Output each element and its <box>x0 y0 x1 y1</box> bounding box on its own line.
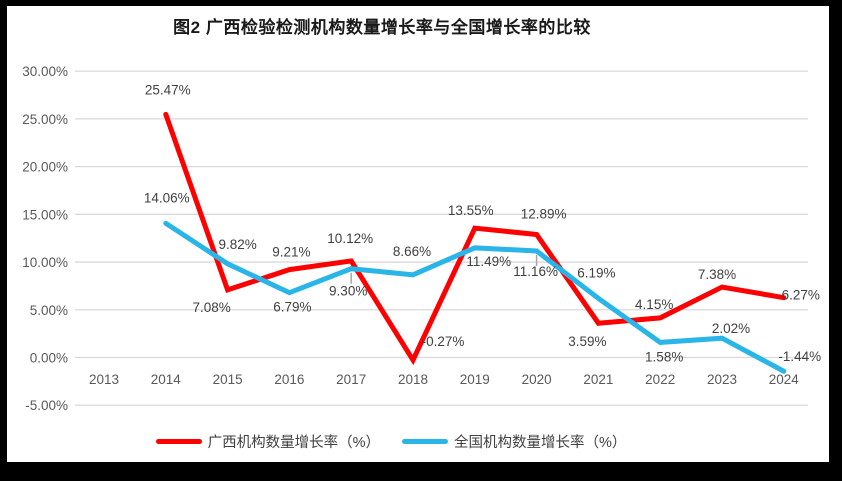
data-label: 10.12% <box>327 231 373 246</box>
x-axis-year-label: 2024 <box>769 372 800 387</box>
data-label: 9.30% <box>329 284 367 299</box>
data-label: 1.58% <box>645 349 683 364</box>
data-label: 4.15% <box>635 297 673 312</box>
x-axis-year-label: 2023 <box>707 372 737 387</box>
x-axis-year-label: 2022 <box>645 372 675 387</box>
red-line-swatch-icon <box>155 439 202 444</box>
y-axis-tick-label: 25.00% <box>22 112 68 127</box>
data-label: 3.59% <box>568 334 606 349</box>
x-axis-year-label: 2014 <box>151 372 182 387</box>
y-axis-tick-label: 15.00% <box>22 207 68 222</box>
x-axis-year-label: 2015 <box>213 372 243 387</box>
data-label: 9.21% <box>272 245 310 260</box>
data-label: 13.55% <box>448 203 494 218</box>
data-label: -1.44% <box>778 349 821 364</box>
legend-label-national: 全国机构数量增长率（%） <box>454 435 627 451</box>
data-label: 25.47% <box>145 82 191 97</box>
data-label: 8.66% <box>393 244 431 259</box>
legend-item-national: 全国机构数量增长率（%） <box>402 431 626 452</box>
chart-title: 图2 广西检验检测机构数量增长率与全国增长率的比较 <box>173 18 591 37</box>
x-axis-year-label: 2021 <box>583 372 613 387</box>
x-axis-year-label: 2020 <box>522 372 552 387</box>
legend-label-guangxi: 广西机构数量增长率（%） <box>207 435 380 451</box>
series-line-national <box>163 220 787 374</box>
x-axis-year-label: 2019 <box>460 372 490 387</box>
y-axis-tick-label: 0.00% <box>30 351 68 366</box>
x-axis-year-label: 2016 <box>274 372 304 387</box>
data-label: 14.06% <box>144 190 190 205</box>
series-line-guangxi <box>163 111 787 366</box>
y-axis-tick-label: 30.00% <box>22 64 68 79</box>
data-label: 7.08% <box>192 300 230 315</box>
blue-line-swatch-icon <box>402 439 448 444</box>
legend-item-guangxi: 广西机构数量增长率（%） <box>155 431 380 452</box>
data-label: 12.89% <box>521 206 567 221</box>
data-label: 6.27% <box>782 288 820 303</box>
x-axis-year-label: 2017 <box>336 372 366 387</box>
x-axis-year-label: 2013 <box>89 372 119 387</box>
y-axis-tick-label: 10.00% <box>22 255 68 270</box>
data-label: 6.19% <box>577 265 615 280</box>
chart-legend: 广西机构数量增长率（%） 全国机构数量增长率（%） <box>0 431 782 452</box>
y-axis-tick-label: -5.00% <box>25 398 68 413</box>
data-label: 2.02% <box>712 321 750 336</box>
data-label: 7.38% <box>698 267 736 282</box>
data-label: 11.49% <box>466 254 511 269</box>
data-label: 9.82% <box>218 237 256 252</box>
data-label: -0.27% <box>422 334 465 349</box>
y-axis-tick-label: 5.00% <box>30 303 68 318</box>
x-axis-year-label: 2018 <box>398 372 428 387</box>
data-label: 11.16% <box>513 264 558 279</box>
data-label: 6.79% <box>273 300 311 315</box>
y-axis-tick-label: 20.00% <box>22 160 68 175</box>
